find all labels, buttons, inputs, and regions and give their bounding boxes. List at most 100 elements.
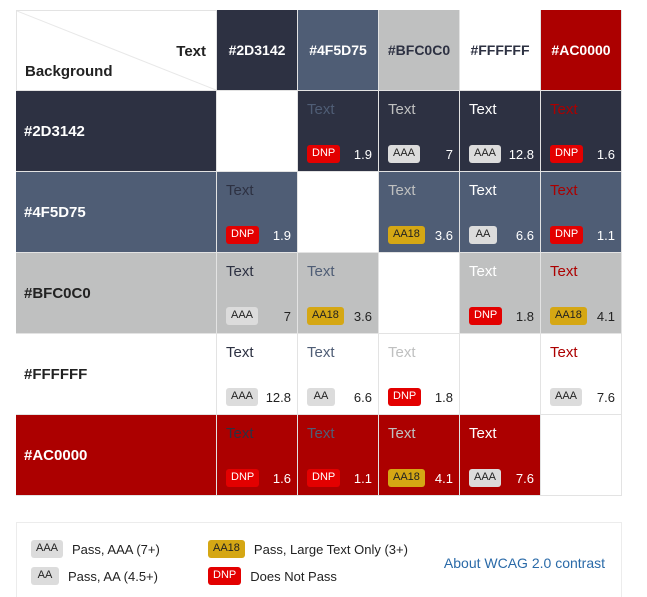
contrast-ratio: 1.8 xyxy=(434,389,453,405)
legend: AAA Pass, AAA (7+) AA Pass, AA (4.5+) AA… xyxy=(16,522,622,597)
cell-rating: DNP 1.8 xyxy=(388,388,453,406)
contrast-ratio: 1.8 xyxy=(515,308,534,324)
empty-cell xyxy=(541,415,622,496)
contrast-cell: Text AAA 7.6 xyxy=(541,334,622,415)
text-axis-label: Text xyxy=(176,43,206,60)
contrast-cell: Text AA 6.6 xyxy=(460,172,541,253)
cell-rating: AA18 4.1 xyxy=(550,307,615,325)
legend-label: Pass, AAA (7+) xyxy=(72,541,160,557)
contrast-cell: Text AAA 7 xyxy=(217,253,298,334)
contrast-ratio: 3.6 xyxy=(434,227,453,243)
rating-badge: DNP xyxy=(226,469,260,487)
rating-badge: AA18 xyxy=(388,226,425,244)
badge-dnp: DNP xyxy=(208,567,242,585)
cell-rating: DNP 1.8 xyxy=(469,307,534,325)
contrast-matrix: Text Background #2D3142 #4F5D75 #BFC0C0 #FF… xyxy=(16,10,622,496)
contrast-ratio: 7.6 xyxy=(596,389,615,405)
row-header: #AC0000 xyxy=(16,415,217,496)
about-wcag-link[interactable]: About WCAG 2.0 contrast xyxy=(443,555,605,571)
rating-badge: AAA xyxy=(550,388,583,406)
sample-text: Text xyxy=(469,263,497,280)
sample-text: Text xyxy=(469,425,497,442)
row-header: #FFFFFF xyxy=(16,334,217,415)
sample-text: Text xyxy=(388,101,416,118)
contrast-cell: Text AA 6.6 xyxy=(298,334,379,415)
rating-badge: AAA xyxy=(226,388,259,406)
contrast-ratio: 3.6 xyxy=(353,308,372,324)
rating-badge: AAA xyxy=(388,145,421,163)
contrast-ratio: 1.6 xyxy=(272,470,291,486)
rating-badge: AA xyxy=(469,226,497,244)
cell-rating: AAA 7.6 xyxy=(469,469,534,487)
contrast-cell: Text AAA 12.8 xyxy=(217,334,298,415)
rating-badge: DNP xyxy=(469,307,503,325)
contrast-cell: Text DNP 1.1 xyxy=(298,415,379,496)
legend-item-dnp: DNP Does Not Pass xyxy=(208,567,337,585)
sample-text: Text xyxy=(550,344,578,361)
cell-rating: AAA 7 xyxy=(388,145,453,163)
contrast-ratio: 7.6 xyxy=(515,470,534,486)
sample-text: Text xyxy=(388,182,416,199)
cell-rating: AAA 12.8 xyxy=(226,388,291,406)
cell-rating: DNP 1.6 xyxy=(226,469,291,487)
sample-text: Text xyxy=(550,101,578,118)
contrast-cell: Text AAA 7 xyxy=(379,91,460,172)
sample-text: Text xyxy=(307,344,335,361)
sample-text: Text xyxy=(469,101,497,118)
sample-text: Text xyxy=(226,182,254,199)
rating-badge: DNP xyxy=(550,145,584,163)
contrast-cell: Text AA18 4.1 xyxy=(541,253,622,334)
contrast-ratio: 1.9 xyxy=(272,227,291,243)
contrast-cell: Text DNP 1.8 xyxy=(460,253,541,334)
cell-rating: AAA 12.8 xyxy=(469,145,534,163)
legend-item-aa: AA Pass, AA (4.5+) xyxy=(31,567,158,585)
contrast-ratio: 4.1 xyxy=(596,308,615,324)
sample-text: Text xyxy=(226,425,254,442)
contrast-cell: Text DNP 1.9 xyxy=(298,91,379,172)
rating-badge: AAA xyxy=(226,307,259,325)
column-header: #AC0000 xyxy=(541,10,622,91)
contrast-cell: Text DNP 1.6 xyxy=(541,91,622,172)
column-header: #FFFFFF xyxy=(460,10,541,91)
background-axis-label: Background xyxy=(25,63,113,80)
rating-badge: DNP xyxy=(226,226,260,244)
rating-badge: AAA xyxy=(469,145,502,163)
contrast-cell: Text AAA 7.6 xyxy=(460,415,541,496)
rating-badge: DNP xyxy=(388,388,422,406)
contrast-ratio: 1.9 xyxy=(353,146,372,162)
contrast-cell: Text AA18 4.1 xyxy=(379,415,460,496)
legend-label: Does Not Pass xyxy=(250,568,337,584)
sample-text: Text xyxy=(550,182,578,199)
row-header: #BFC0C0 xyxy=(16,253,217,334)
rating-badge: DNP xyxy=(307,469,341,487)
cell-rating: DNP 1.6 xyxy=(550,145,615,163)
badge-aaa: AAA xyxy=(31,540,64,558)
cell-rating: AA18 3.6 xyxy=(307,307,372,325)
legend-label: Pass, Large Text Only (3+) xyxy=(253,541,408,557)
rating-badge: DNP xyxy=(550,226,584,244)
sample-text: Text xyxy=(226,263,254,280)
diagonal-divider xyxy=(17,11,216,90)
empty-cell xyxy=(217,91,298,172)
sample-text: Text xyxy=(307,425,335,442)
row-header: #4F5D75 xyxy=(16,172,217,253)
contrast-ratio: 4.1 xyxy=(434,470,453,486)
cell-rating: DNP 1.9 xyxy=(307,145,372,163)
contrast-cell: Text DNP 1.6 xyxy=(217,415,298,496)
sample-text: Text xyxy=(307,263,335,280)
legend-item-aaa: AAA Pass, AAA (7+) xyxy=(31,540,160,558)
cell-rating: AA 6.6 xyxy=(307,388,372,406)
badge-aa: AA xyxy=(31,567,59,585)
contrast-ratio: 6.6 xyxy=(353,389,372,405)
sample-text: Text xyxy=(307,101,335,118)
legend-item-aa18: AA18 Pass, Large Text Only (3+) xyxy=(208,540,408,558)
column-header: #2D3142 xyxy=(217,10,298,91)
cell-rating: DNP 1.1 xyxy=(550,226,615,244)
sample-text: Text xyxy=(388,344,416,361)
badge-aa18: AA18 xyxy=(208,540,245,558)
legend-label: Pass, AA (4.5+) xyxy=(68,568,158,584)
rating-badge: AA xyxy=(307,388,335,406)
column-header: #BFC0C0 xyxy=(379,10,460,91)
contrast-ratio: 7 xyxy=(283,308,291,324)
contrast-ratio: 1.6 xyxy=(596,146,615,162)
